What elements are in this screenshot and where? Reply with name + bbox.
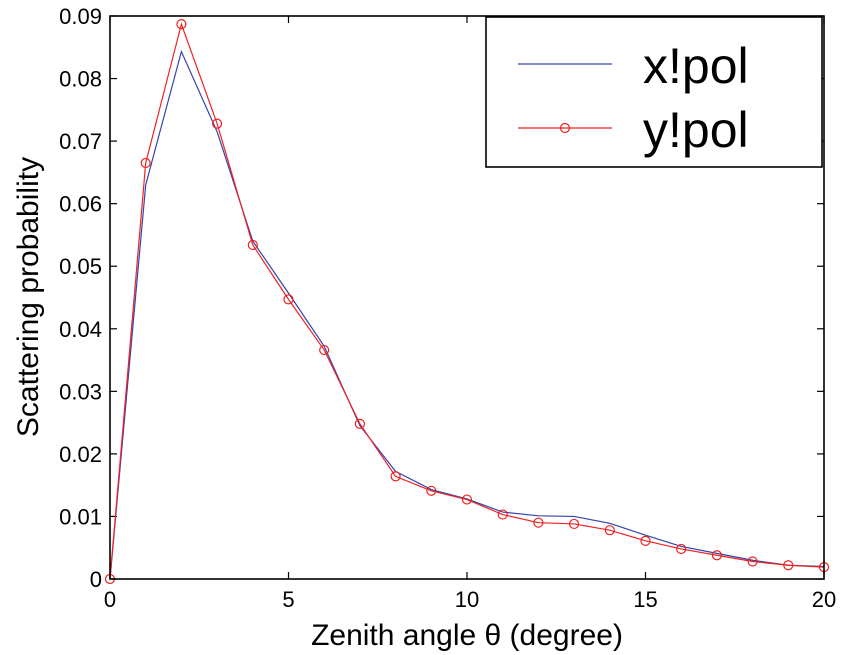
y-tick-label: 0.01 [59, 504, 102, 529]
data-point-y-pol [676, 543, 687, 555]
x-axis-title: Zenith angle θ (degree) [311, 619, 623, 652]
y-tick-label: 0.07 [59, 129, 102, 154]
x-tick-label: 0 [104, 587, 116, 612]
y-tick-label: 0.02 [59, 442, 102, 467]
data-point-y-pol [747, 556, 758, 567]
x-tick-label: 20 [812, 587, 836, 612]
data-point-y-pol [640, 535, 651, 546]
data-point-y-pol [354, 418, 365, 429]
legend-label-y-pol: y!pol [643, 102, 749, 158]
series-line-y-pol [109, 22, 825, 580]
x-tick-label: 15 [633, 587, 657, 612]
y-tick-label: 0.03 [59, 379, 102, 404]
legend: x!pol y!pol [485, 16, 823, 168]
y-tick-label: 0.09 [59, 4, 102, 29]
data-point-y-pol [390, 471, 401, 482]
y-tick-label: 0.06 [59, 192, 102, 217]
x-tick-label: 5 [282, 587, 294, 612]
data-point-y-pol [568, 518, 580, 530]
y-tick-label: 0.08 [59, 67, 102, 92]
data-point-y-pol [783, 560, 794, 571]
y-tick-label: 0.05 [59, 254, 102, 279]
plot-frame [109, 15, 825, 580]
y-tick-label: 0.04 [59, 317, 102, 342]
legend-label-x-pol: x!pol [643, 38, 749, 94]
data-point-y-pol [711, 550, 723, 561]
data-point-y-pol [283, 294, 294, 305]
data-point-y-pol [140, 157, 151, 169]
x-tick-label: 10 [455, 587, 479, 612]
data-point-y-pol [319, 344, 330, 356]
labels-layer: 0 5 10 15 20 0 0.01 0.02 0.03 0.04 0.05 0.06 0.07 0.0… [59, 4, 836, 612]
y-axis-title: Scattering probability [12, 157, 45, 437]
legend-box [485, 16, 823, 168]
data-point-y-pol [247, 239, 258, 251]
series-layer [104, 19, 830, 585]
data-point-y-pol [176, 19, 187, 30]
y-tick-label: 0 [90, 567, 102, 592]
data-point-y-pol [212, 118, 223, 129]
data-point-y-pol [426, 485, 437, 496]
data-point-y-pol [497, 509, 508, 520]
data-point-y-pol [461, 494, 473, 505]
series-line-x-pol [109, 49, 825, 580]
legend-marker-y-pol [559, 122, 571, 134]
data-point-y-pol [533, 517, 544, 528]
data-point-y-pol [604, 525, 615, 536]
